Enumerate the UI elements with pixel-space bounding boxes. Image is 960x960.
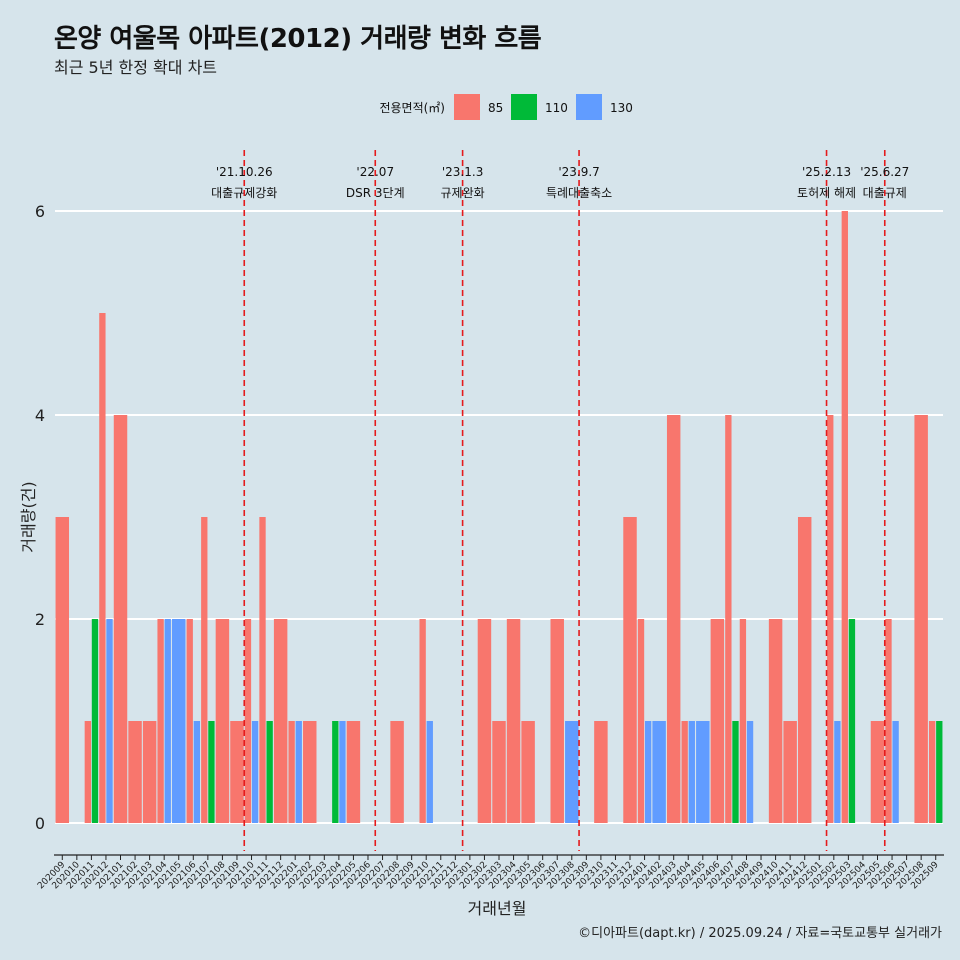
bar-202312-85 xyxy=(623,517,637,823)
event-date: '23.9.7 xyxy=(558,165,599,179)
bar-202402-130 xyxy=(652,721,666,823)
bar-202104-130 xyxy=(164,619,171,823)
event-markers: '21.10.26 대출규제강화 '22.07 DSR 3단계 '23.1.3 규제완화 '… xyxy=(211,150,909,851)
bar-202201-130 xyxy=(295,721,302,823)
event-date: '23.1.3 xyxy=(442,165,483,179)
bar-202303-85 xyxy=(492,721,506,823)
bar-202509-110 xyxy=(936,721,943,823)
event-label: DSR 3단계 xyxy=(346,186,405,200)
bar-202302-85 xyxy=(477,619,492,823)
bar-202509-85 xyxy=(928,721,936,823)
legend-title: 전용면적(㎡) xyxy=(379,101,445,115)
event-label: 토허제 해제 xyxy=(797,186,856,200)
bars xyxy=(55,211,943,823)
bar-202404-85 xyxy=(681,721,688,823)
legend-swatch-85 xyxy=(454,94,480,120)
bar-202201-85 xyxy=(288,721,295,823)
bar-202111-85 xyxy=(259,517,266,823)
bar-202407-85 xyxy=(725,415,732,823)
bar-202110-85 xyxy=(244,619,252,823)
bar-202107-85 xyxy=(201,517,208,823)
bar-202308-130 xyxy=(565,721,579,823)
event-label: 규제완화 xyxy=(441,186,485,200)
bar-202205-85 xyxy=(346,721,361,823)
bar-202310-85 xyxy=(594,721,608,823)
bar-202403-85 xyxy=(666,415,681,823)
bar-202105-130 xyxy=(172,619,186,823)
bar-202109-85 xyxy=(230,721,244,823)
event-date: '25.2.13 xyxy=(802,165,851,179)
bar-202210-130 xyxy=(426,721,433,823)
bar-202408-130 xyxy=(746,721,754,823)
bar-202406-85 xyxy=(710,619,725,823)
bar-202410-85 xyxy=(768,619,783,823)
bar-202404-130 xyxy=(688,721,695,823)
event-date: '22.07 xyxy=(356,165,394,179)
y-tick-label: 0 xyxy=(35,814,45,833)
event-date: '25.6.27 xyxy=(860,165,909,179)
bar-202012-85 xyxy=(99,313,106,823)
y-tick-label: 4 xyxy=(35,406,45,425)
x-axis-label: 거래년월 xyxy=(468,899,527,918)
bar-202009-85 xyxy=(55,517,70,823)
bar-202502-85 xyxy=(827,415,834,823)
legend-label: 110 xyxy=(545,101,568,115)
event-label: 대출규제강화 xyxy=(211,186,277,200)
bar-202103-85 xyxy=(142,721,157,823)
bar-202401-130 xyxy=(644,721,652,823)
bar-202110-130 xyxy=(251,721,259,823)
event-label: 특례대출축소 xyxy=(546,186,612,200)
bar-202411-85 xyxy=(783,721,797,823)
bar-202012-130 xyxy=(106,619,113,823)
bar-202502-130 xyxy=(834,721,841,823)
bar-202412-85 xyxy=(797,517,812,823)
bar-202208-85 xyxy=(390,721,404,823)
bar-202011-85 xyxy=(84,721,91,823)
bar-202407-110 xyxy=(732,721,739,823)
bar-202505-85 xyxy=(870,721,885,823)
bar-202506-130 xyxy=(892,721,899,823)
bar-202111-110 xyxy=(266,721,273,823)
y-axis-ticks: 0 2 4 6 xyxy=(35,202,45,833)
bar-202106-130 xyxy=(193,721,201,823)
bar-202011-110 xyxy=(91,619,99,823)
bar-202305-85 xyxy=(521,721,535,823)
bar-202401-85 xyxy=(637,619,645,823)
event-date: '21.10.26 xyxy=(216,165,273,179)
legend: 전용면적(㎡) 85 110 130 xyxy=(379,94,633,120)
bar-202108-85 xyxy=(215,619,230,823)
y-tick-label: 6 xyxy=(35,202,45,221)
bar-202307-85 xyxy=(550,619,564,823)
legend-swatch-130 xyxy=(576,94,602,120)
bar-202204-110 xyxy=(332,721,339,823)
legend-swatch-110 xyxy=(511,94,537,120)
bar-202101-85 xyxy=(113,415,128,823)
bar-202102-85 xyxy=(128,721,142,823)
bar-202506-85 xyxy=(885,619,892,823)
event-label: 대출규제 xyxy=(863,186,907,200)
bar-202204-130 xyxy=(339,721,346,823)
bar-202503-85 xyxy=(841,211,848,823)
bar-202503-110 xyxy=(848,619,856,823)
bar-202304-85 xyxy=(506,619,521,823)
legend-label: 130 xyxy=(610,101,633,115)
bar-202508-85 xyxy=(914,415,928,823)
y-tick-label: 2 xyxy=(35,610,45,629)
bar-202202-85 xyxy=(303,721,317,823)
source-caption: ©디아파트(dapt.kr) / 2025.09.24 / 자료=국토교통부 실… xyxy=(578,926,942,941)
bar-202107-110 xyxy=(208,721,215,823)
chart-title: 온양 여울목 아파트(2012) 거래량 변화 흐름 xyxy=(54,24,542,54)
bar-202408-85 xyxy=(739,619,747,823)
legend-label: 85 xyxy=(488,101,503,115)
bar-202104-85 xyxy=(157,619,164,823)
bar-202106-85 xyxy=(186,619,193,823)
bar-202210-85 xyxy=(419,619,426,823)
y-axis-label: 거래량(건) xyxy=(19,481,38,552)
x-axis: 2020092020102020112020122021012021022021… xyxy=(36,854,944,891)
bar-202112-85 xyxy=(273,619,288,823)
chart-subtitle: 최근 5년 한정 확대 차트 xyxy=(54,58,218,77)
bar-202405-130 xyxy=(696,721,710,823)
